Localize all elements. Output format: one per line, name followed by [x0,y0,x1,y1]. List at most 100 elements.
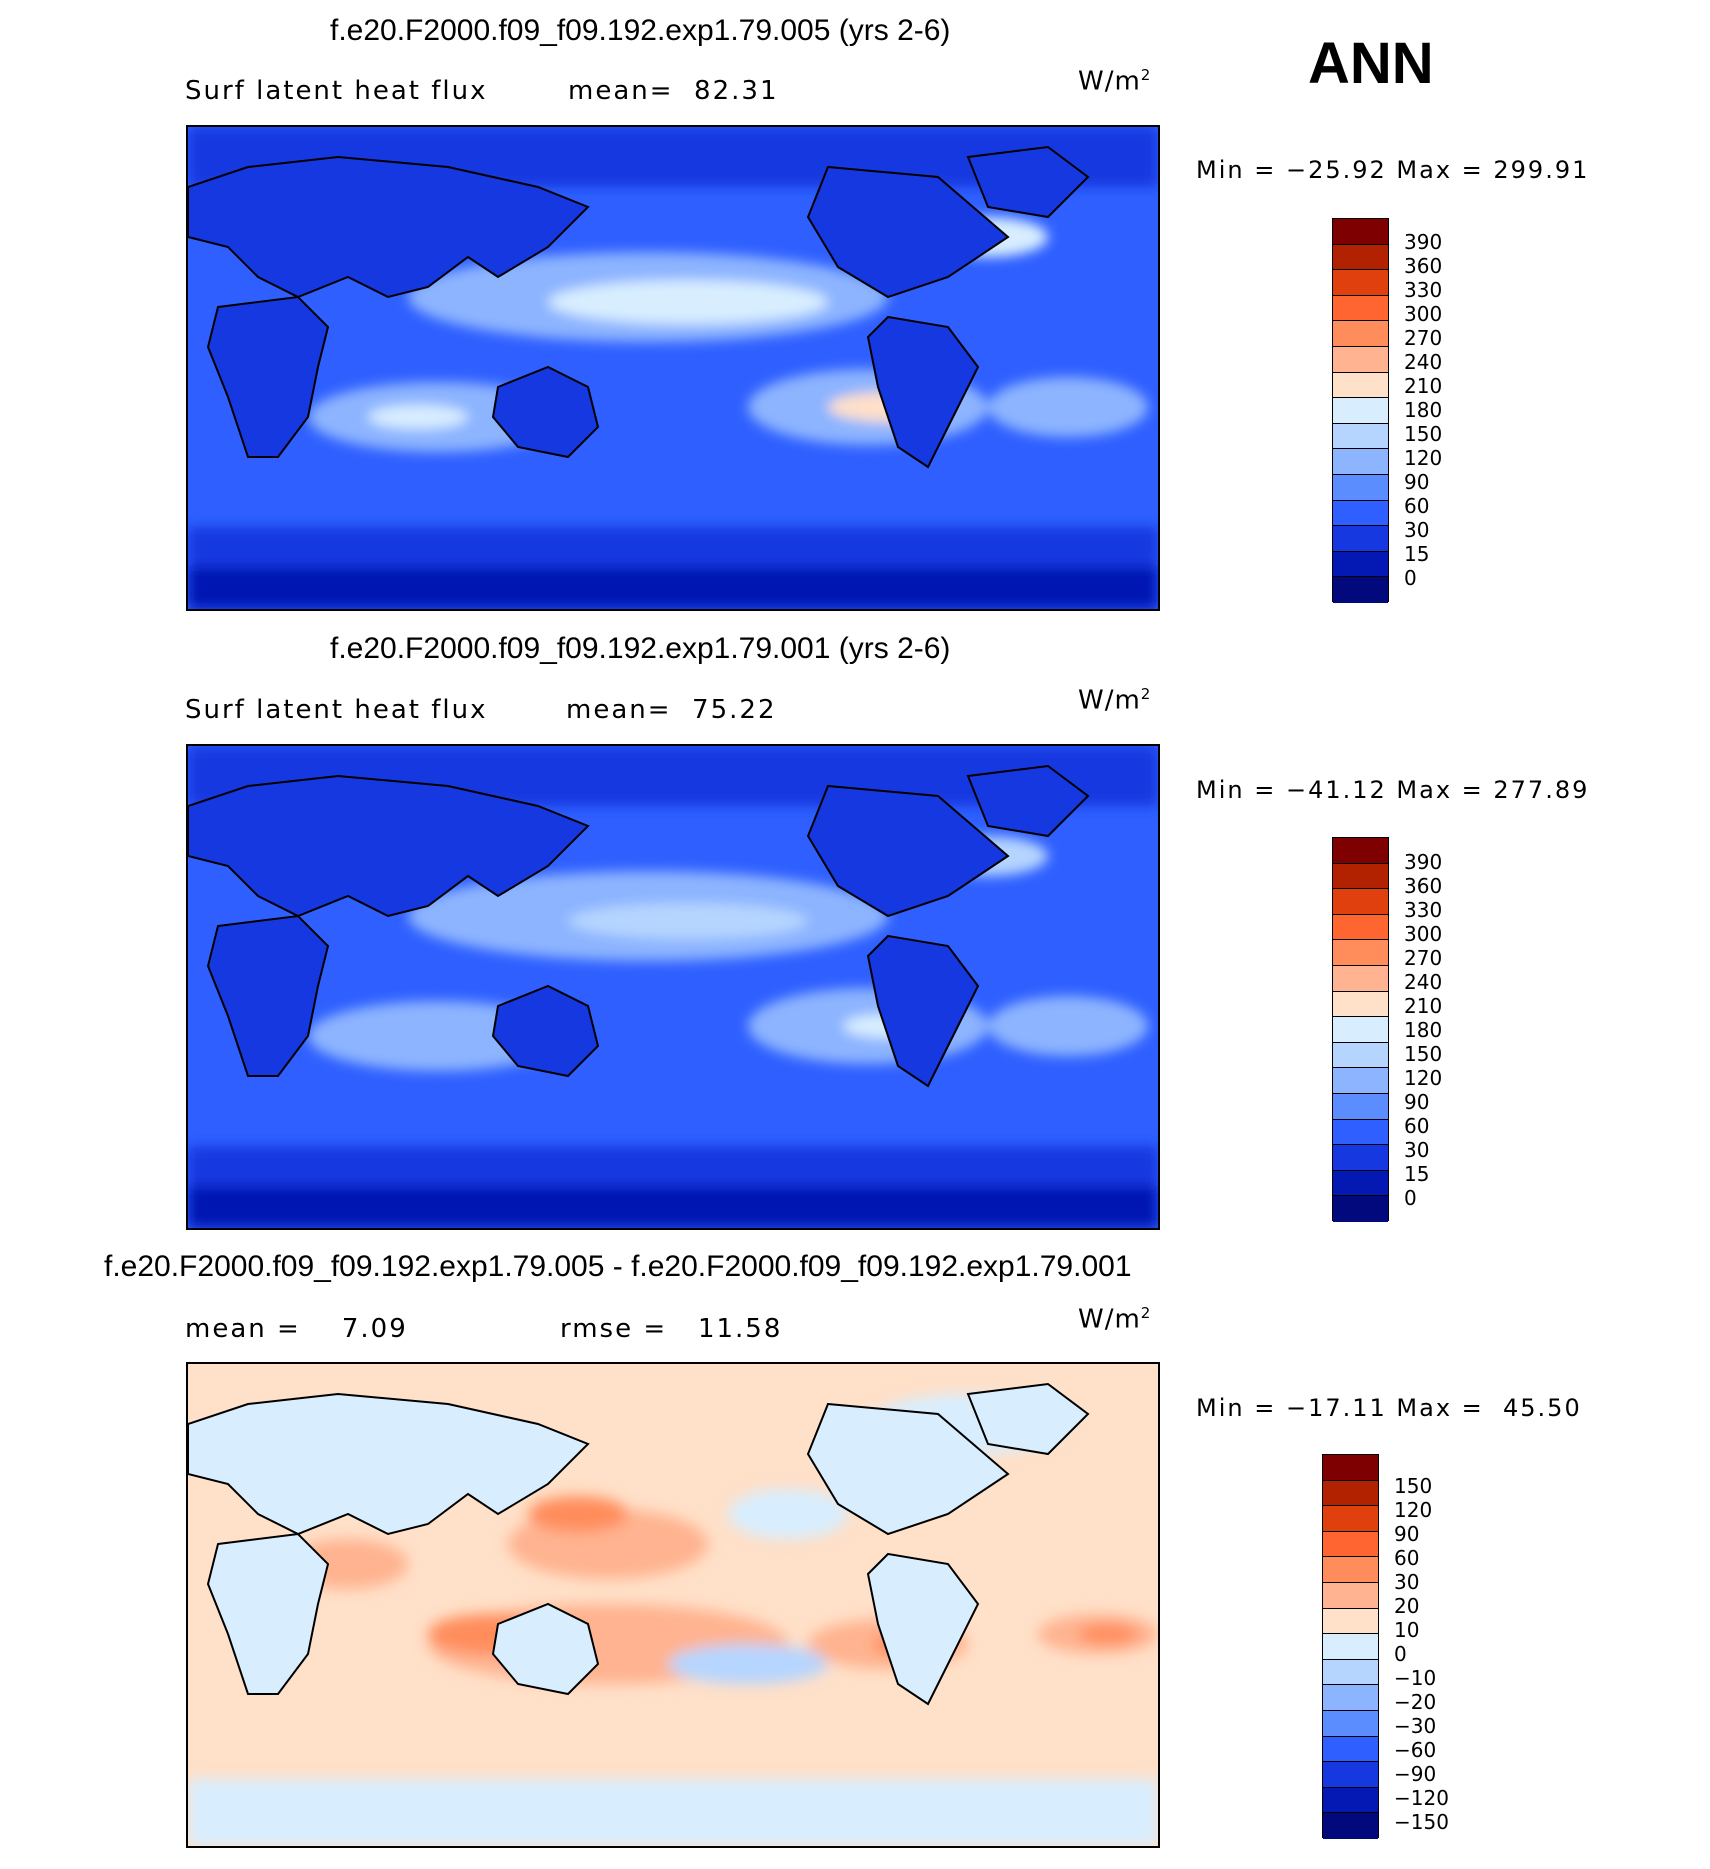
colorbar-segment [1333,398,1388,424]
colorbar-segment [1323,1634,1378,1660]
colorbar-segment [1333,474,1388,501]
colorbar-label: 90 [1394,1522,1420,1546]
colorbar-label: 0 [1394,1642,1407,1666]
colorbar-segment [1323,1736,1378,1763]
colorbar-label: 390 [1404,230,1443,254]
colorbar-segment [1323,1608,1378,1635]
colorbar-segment [1333,965,1388,992]
colorbar-label: 210 [1404,994,1443,1018]
mean-value: mean= 82.31 [568,76,779,106]
colorbar-label: 60 [1404,494,1430,518]
map-field [188,127,1158,609]
min-max: Min = −41.12 Max = 277.89 [1196,776,1590,804]
colorbar-segment [1333,991,1388,1018]
colorbar-segment [1323,1762,1378,1788]
colorbar-label: −150 [1394,1810,1449,1834]
colorbar-segment [1333,526,1388,552]
mean-value: mean = 7.09 [185,1314,408,1344]
colorbar-label: 20 [1394,1594,1420,1618]
colorbar-label: 300 [1404,302,1443,326]
colorbar-label: 15 [1404,1162,1430,1186]
colorbar-segment [1333,346,1388,373]
colorbar-label: 30 [1404,518,1430,542]
colorbar-segment [1333,577,1388,603]
units-label: W/m2 [1078,66,1152,97]
colorbar-segment [1333,1119,1388,1146]
colorbar-label: 210 [1404,374,1443,398]
difference-map [186,1362,1160,1848]
colorbar-segment [1333,551,1388,578]
colorbar-label: −10 [1394,1666,1437,1690]
colorbar-label: 330 [1404,278,1443,302]
colorbar-label: 15 [1404,542,1430,566]
colorbar-label: −60 [1394,1738,1437,1762]
colorbar [1332,218,1389,603]
colorbar-label: 60 [1394,1546,1420,1570]
colorbar-label: 150 [1404,1042,1443,1066]
colorbar-segment [1333,940,1388,966]
rmse-value: rmse = 11.58 [560,1314,783,1344]
colorbar-label: 330 [1404,898,1443,922]
colorbar-label: −20 [1394,1690,1437,1714]
colorbar-segment [1323,1531,1378,1558]
colorbar-label: 270 [1404,946,1443,970]
min-max: Min = −17.11 Max = 45.50 [1196,1394,1582,1422]
colorbar-label: 390 [1404,850,1443,874]
colorbar-label: 60 [1404,1114,1430,1138]
panel-title: f.e20.F2000.f09_f09.192.exp1.79.005 - f.… [104,1250,1132,1283]
colorbar-segment [1323,1506,1378,1532]
min-max: Min = −25.92 Max = 299.91 [1196,156,1590,184]
colorbar-segment [1333,1145,1388,1171]
colorbar-label: 0 [1404,566,1417,590]
units-label: W/m2 [1078,685,1152,716]
latent-heat-map [186,744,1160,1230]
colorbar-label: 150 [1404,422,1443,446]
colorbar-label: 120 [1404,1066,1443,1090]
colorbar-segment [1333,423,1388,450]
latent-heat-map [186,125,1160,611]
colorbar-label: 0 [1404,1186,1417,1210]
colorbar-label: 240 [1404,970,1443,994]
panel-title: f.e20.F2000.f09_f09.192.exp1.79.005 (yrs… [330,14,951,47]
colorbar-label: −90 [1394,1762,1437,1786]
colorbar-segment [1323,1480,1378,1507]
colorbar-label: 30 [1394,1570,1420,1594]
colorbar-segment [1323,1710,1378,1737]
colorbar-segment [1333,449,1388,475]
colorbar-label: 150 [1394,1474,1433,1498]
colorbar-segment [1323,1685,1378,1711]
colorbar-label: 30 [1404,1138,1430,1162]
colorbar-label: 180 [1404,398,1443,422]
colorbar-label: −120 [1394,1786,1449,1810]
colorbar-label: 90 [1404,1090,1430,1114]
colorbar-segment [1323,1582,1378,1609]
colorbar [1322,1454,1379,1839]
colorbar-segment [1323,1557,1378,1583]
field-name: Surf latent heat flux [185,76,488,106]
colorbar-segment [1333,295,1388,322]
colorbar-segment [1333,244,1388,271]
colorbar-segment [1333,372,1388,399]
colorbar-segment [1333,838,1388,864]
colorbar-segment [1323,1455,1378,1481]
colorbar-segment [1333,863,1388,890]
colorbar-segment [1333,1093,1388,1120]
colorbar [1332,837,1389,1222]
season-label: ANN [1308,31,1434,96]
colorbar-label: 10 [1394,1618,1420,1642]
colorbar-segment [1333,1068,1388,1094]
colorbar-segment [1333,321,1388,347]
panel-title: f.e20.F2000.f09_f09.192.exp1.79.001 (yrs… [330,632,951,665]
colorbar-segment [1333,889,1388,915]
colorbar-segment [1323,1787,1378,1814]
colorbar-label: 120 [1394,1498,1433,1522]
map-field [188,1364,1158,1846]
colorbar-segment [1333,500,1388,527]
colorbar-label: 360 [1404,254,1443,278]
colorbar-label: 90 [1404,470,1430,494]
colorbar-segment [1323,1659,1378,1686]
mean-value: mean= 75.22 [566,695,777,725]
colorbar-label: 180 [1404,1018,1443,1042]
colorbar-label: 360 [1404,874,1443,898]
colorbar-label: 120 [1404,446,1443,470]
